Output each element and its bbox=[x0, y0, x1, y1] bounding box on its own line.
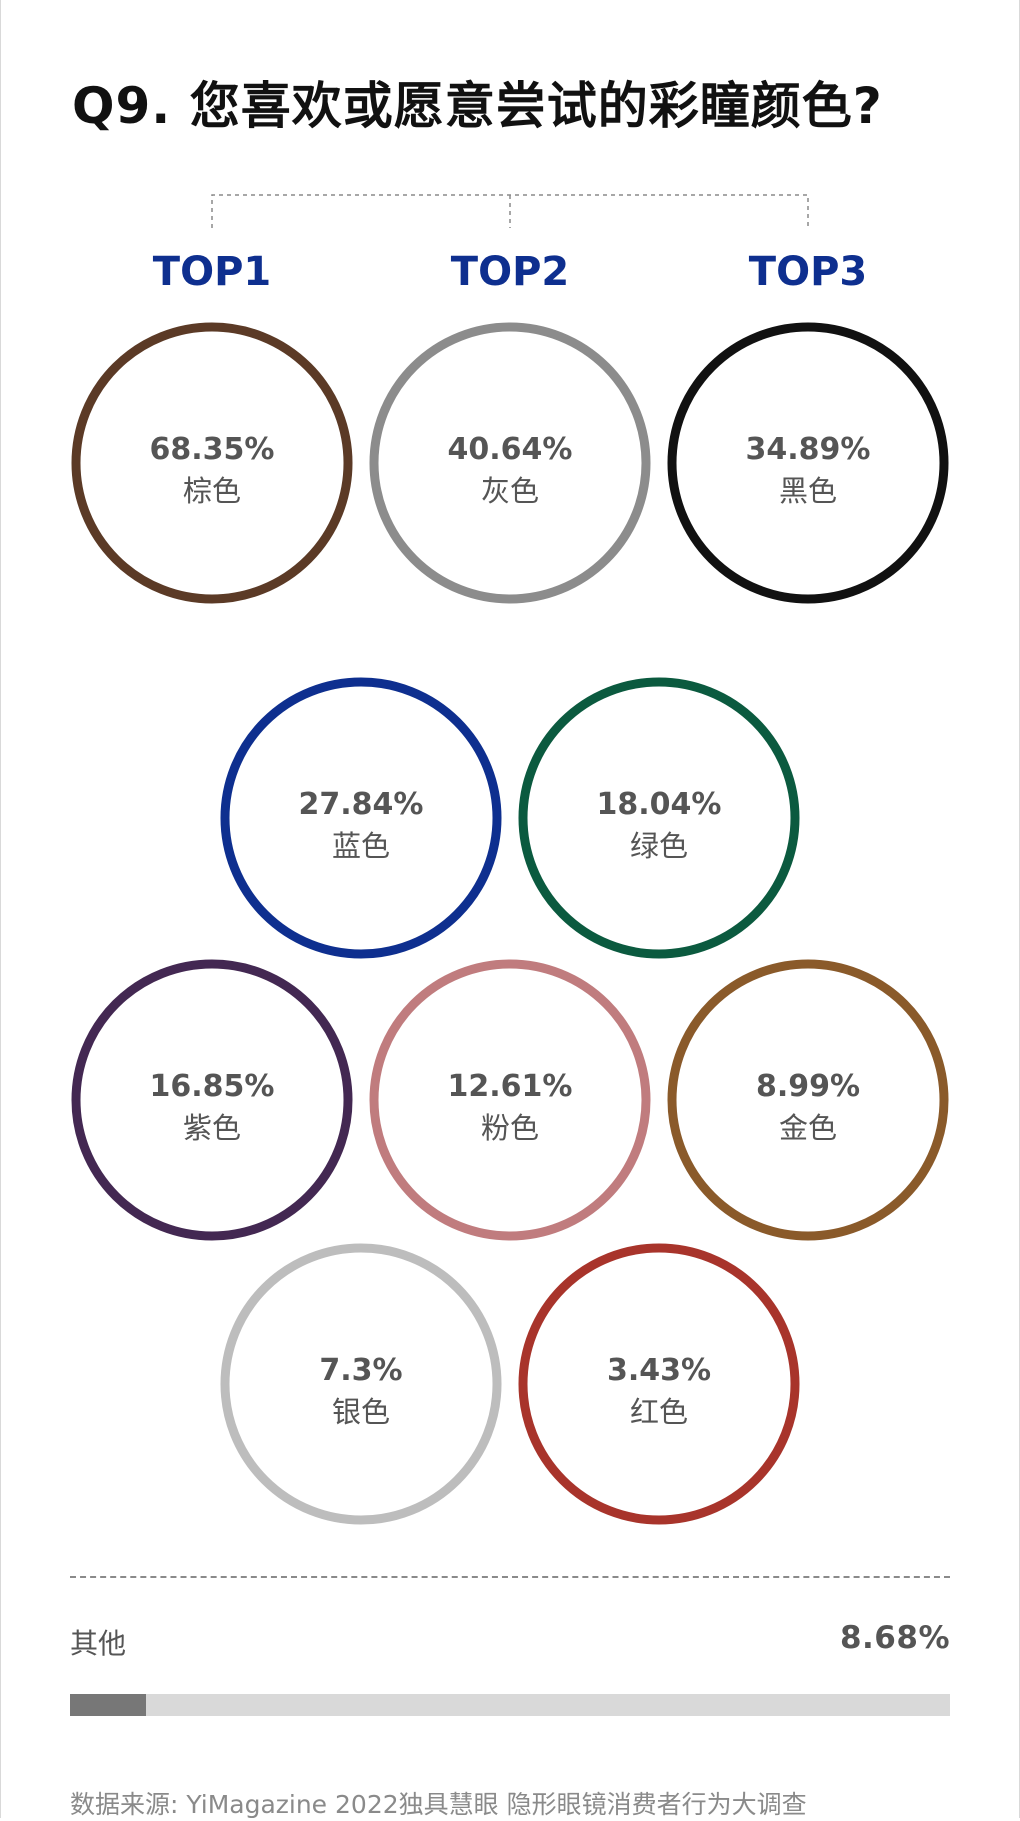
bubble-10: 3.43% 红色 bbox=[518, 1243, 800, 1525]
rank-label-top1: TOP1 bbox=[153, 249, 271, 295]
bubble-value-label: 18.04% bbox=[597, 787, 722, 822]
bubble-4: 27.84% 蓝色 bbox=[220, 677, 502, 959]
bubble-value-label: 34.89% bbox=[746, 432, 871, 467]
bubble-category-label: 绿色 bbox=[630, 829, 688, 863]
bubble-7: 12.61% 粉色 bbox=[369, 959, 651, 1241]
bubble-ring bbox=[220, 1243, 502, 1525]
bubble-ring bbox=[667, 322, 949, 604]
chart-title: Q9. 您喜欢或愿意尝试的彩瞳颜色? bbox=[72, 77, 883, 135]
bubble-ring bbox=[369, 322, 651, 604]
bubble-category-label: 黑色 bbox=[779, 474, 837, 508]
bubble-5: 18.04% 绿色 bbox=[518, 677, 800, 959]
rank-label-top3: TOP3 bbox=[749, 249, 867, 295]
bubble-3: 34.89% 黑色 bbox=[667, 322, 949, 604]
bubble-chart: TOP1 TOP2 TOP3 68.35% 棕色 40.64% 灰色 34.89% 黑色 27.8… bbox=[71, 194, 949, 1525]
divider-line bbox=[70, 1576, 950, 1578]
bubble-ring bbox=[220, 677, 502, 959]
bubble-ring bbox=[71, 959, 353, 1241]
bubble-6: 16.85% 紫色 bbox=[71, 959, 353, 1241]
bubble-value-label: 27.84% bbox=[299, 787, 424, 822]
rank-label-top2: TOP2 bbox=[451, 249, 569, 295]
bubble-category-label: 紫色 bbox=[183, 1111, 241, 1145]
other-value: 8.68% bbox=[839, 1620, 950, 1656]
bubble-category-label: 灰色 bbox=[481, 474, 539, 508]
bubble-value-label: 3.43% bbox=[607, 1353, 711, 1388]
bubble-value-label: 68.35% bbox=[150, 432, 275, 467]
other-label: 其他 bbox=[70, 1627, 127, 1660]
bubble-ring bbox=[667, 959, 949, 1241]
bubble-value-label: 40.64% bbox=[448, 432, 573, 467]
bubble-ring bbox=[518, 1243, 800, 1525]
bubble-value-label: 12.61% bbox=[448, 1069, 573, 1104]
other-bar-fill bbox=[70, 1694, 147, 1716]
bubble-8: 8.99% 金色 bbox=[667, 959, 949, 1241]
bubble-1: 68.35% 棕色 bbox=[71, 322, 353, 604]
data-source: 数据来源: YiMagazine 2022独具慧眼 隐形眼镜消费者行为大调查 bbox=[70, 1790, 807, 1819]
bubble-value-label: 7.3% bbox=[319, 1353, 402, 1388]
top-bracket bbox=[211, 194, 809, 228]
bubble-category-label: 粉色 bbox=[481, 1111, 539, 1145]
bubble-ring bbox=[518, 677, 800, 959]
bubble-ring bbox=[369, 959, 651, 1241]
bubble-category-label: 红色 bbox=[630, 1395, 688, 1429]
bubble-9: 7.3% 银色 bbox=[220, 1243, 502, 1525]
bubble-value-label: 16.85% bbox=[150, 1069, 275, 1104]
bubble-ring bbox=[71, 322, 353, 604]
bubble-category-label: 金色 bbox=[779, 1111, 837, 1145]
bubble-category-label: 银色 bbox=[332, 1395, 390, 1429]
other-bar-track bbox=[70, 1694, 950, 1716]
bubble-2: 40.64% 灰色 bbox=[369, 322, 651, 604]
bubble-category-label: 蓝色 bbox=[332, 829, 390, 863]
bubble-category-label: 棕色 bbox=[183, 474, 241, 508]
bubble-value-label: 8.99% bbox=[756, 1069, 860, 1104]
